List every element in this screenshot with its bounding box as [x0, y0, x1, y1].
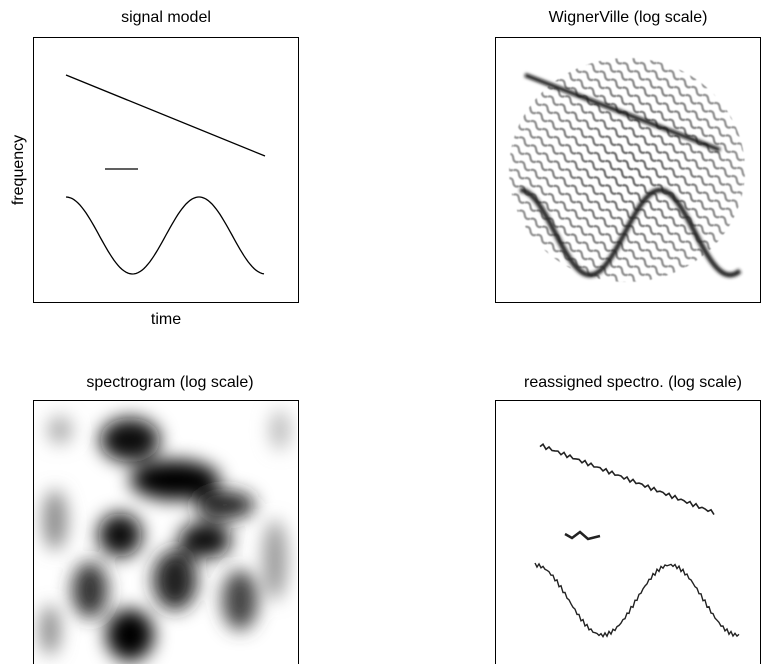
- panel-frame: [33, 400, 299, 664]
- x-axis-label: time: [151, 311, 181, 328]
- panel-title: signal model: [121, 9, 211, 26]
- panel-title: spectrogram (log scale): [86, 374, 253, 391]
- sine-curve: [65, 196, 265, 275]
- spectrogram-image: [40, 410, 290, 661]
- chirp-line: [65, 74, 266, 157]
- y-axis-label: frequency: [10, 135, 27, 205]
- wigner-image: [496, 38, 759, 301]
- panel-title: reassigned spectro. (log scale): [524, 374, 742, 391]
- panel-title: WignerVille (log scale): [549, 9, 708, 26]
- reassigned-image: [534, 442, 740, 638]
- panel-frame: [33, 37, 299, 303]
